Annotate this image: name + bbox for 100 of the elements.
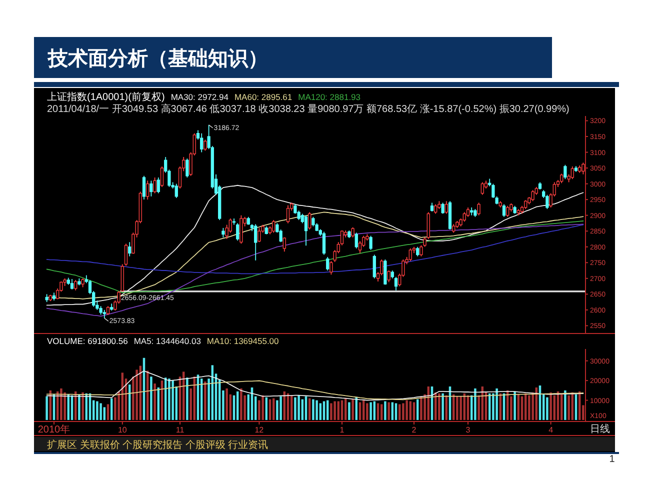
bar (64, 392, 66, 420)
candlestick (308, 212, 312, 230)
candlestick (74, 280, 78, 291)
candlestick (477, 202, 480, 216)
candlestick (186, 158, 189, 178)
bar (348, 402, 350, 420)
x-tick-label: 11 (176, 426, 185, 434)
candlestick (128, 242, 132, 257)
bar (204, 382, 206, 420)
candlestick (322, 231, 326, 256)
x-tick-label: 1 (340, 426, 345, 434)
bar (352, 399, 354, 420)
candlestick (312, 216, 315, 227)
candlestick (384, 259, 387, 286)
candlestick (258, 227, 261, 243)
bar (100, 403, 102, 420)
bar (168, 378, 170, 420)
candlestick (146, 180, 150, 200)
candlestick (531, 190, 534, 202)
x-tick-label: 4 (548, 426, 554, 434)
bar (294, 397, 296, 420)
bar (334, 401, 336, 420)
candlestick (408, 248, 412, 262)
text: 1 (609, 454, 616, 465)
candlestick (416, 246, 420, 257)
bar (474, 388, 476, 420)
candlestick (441, 202, 444, 214)
x-tick-label: 10 (118, 426, 128, 434)
bar (394, 403, 398, 420)
candlestick (156, 177, 160, 194)
text: MA60: 2895.61 (234, 92, 292, 102)
bar (154, 384, 156, 420)
bar (103, 407, 106, 420)
candlestick (70, 278, 74, 290)
candlestick (351, 226, 354, 238)
candlestick (286, 204, 290, 224)
candlestick (142, 175, 146, 200)
bar (420, 396, 422, 420)
bar (262, 395, 264, 420)
bar (546, 397, 548, 420)
x-tick-label: 12 (254, 426, 264, 434)
bar (96, 401, 98, 420)
bar (240, 388, 242, 420)
bar (380, 404, 383, 420)
text: MA120: 2881.93 (298, 92, 361, 102)
line-series (46, 380, 584, 400)
x-tick-label: 3 (466, 426, 471, 434)
text: 扩展区 关联报价 个股研究报告 个股评级 行业资讯 (47, 439, 268, 451)
candlestick (240, 214, 243, 244)
x-tick-label: 2 (412, 426, 417, 434)
bar (60, 388, 62, 420)
candlestick (282, 236, 286, 252)
bar (298, 395, 300, 420)
bar (226, 388, 228, 420)
bar (456, 396, 458, 420)
text: MA30: 2972.94 (170, 92, 229, 102)
bar (136, 370, 138, 420)
candlestick (124, 243, 128, 266)
x-tick-label: 2010年 (38, 424, 70, 436)
bar (150, 376, 152, 420)
bar (438, 393, 440, 420)
candlestick (354, 232, 358, 249)
candlestick (466, 206, 470, 218)
bar (402, 403, 404, 420)
candlestick (582, 162, 585, 175)
candlestick (200, 132, 204, 153)
candlestick (502, 204, 506, 218)
candlestick (462, 212, 466, 222)
bar (370, 402, 372, 420)
candlestick (222, 227, 225, 238)
candlestick (434, 204, 438, 214)
candlestick (506, 205, 510, 218)
bar (46, 396, 48, 420)
text: MA10: 1369455.00 (206, 336, 280, 346)
bar (550, 392, 552, 420)
candlestick (480, 182, 484, 196)
candlestick (444, 200, 448, 214)
candlestick (372, 254, 376, 279)
bar (319, 403, 322, 420)
bar (398, 404, 401, 420)
text: VOLUME: 691800.56 (47, 336, 128, 346)
bar (186, 378, 188, 420)
candlestick (369, 235, 372, 250)
bar (514, 391, 516, 420)
candlestick (560, 173, 564, 184)
candlestick (150, 180, 153, 197)
candlestick (304, 214, 308, 246)
candlestick (236, 222, 240, 242)
bar (78, 394, 80, 420)
bar (406, 400, 408, 420)
bar (460, 396, 462, 420)
chart-title: 技术面分析（基础知识） (47, 48, 268, 70)
candlestick (326, 256, 330, 271)
candlestick (160, 166, 164, 188)
line-series (46, 224, 584, 274)
bar (496, 388, 498, 420)
chart-subtitle: 上证指数(1A0001)(前复权) (47, 91, 165, 103)
bar (384, 401, 386, 420)
candlestick (330, 260, 333, 276)
candlestick (387, 270, 390, 283)
